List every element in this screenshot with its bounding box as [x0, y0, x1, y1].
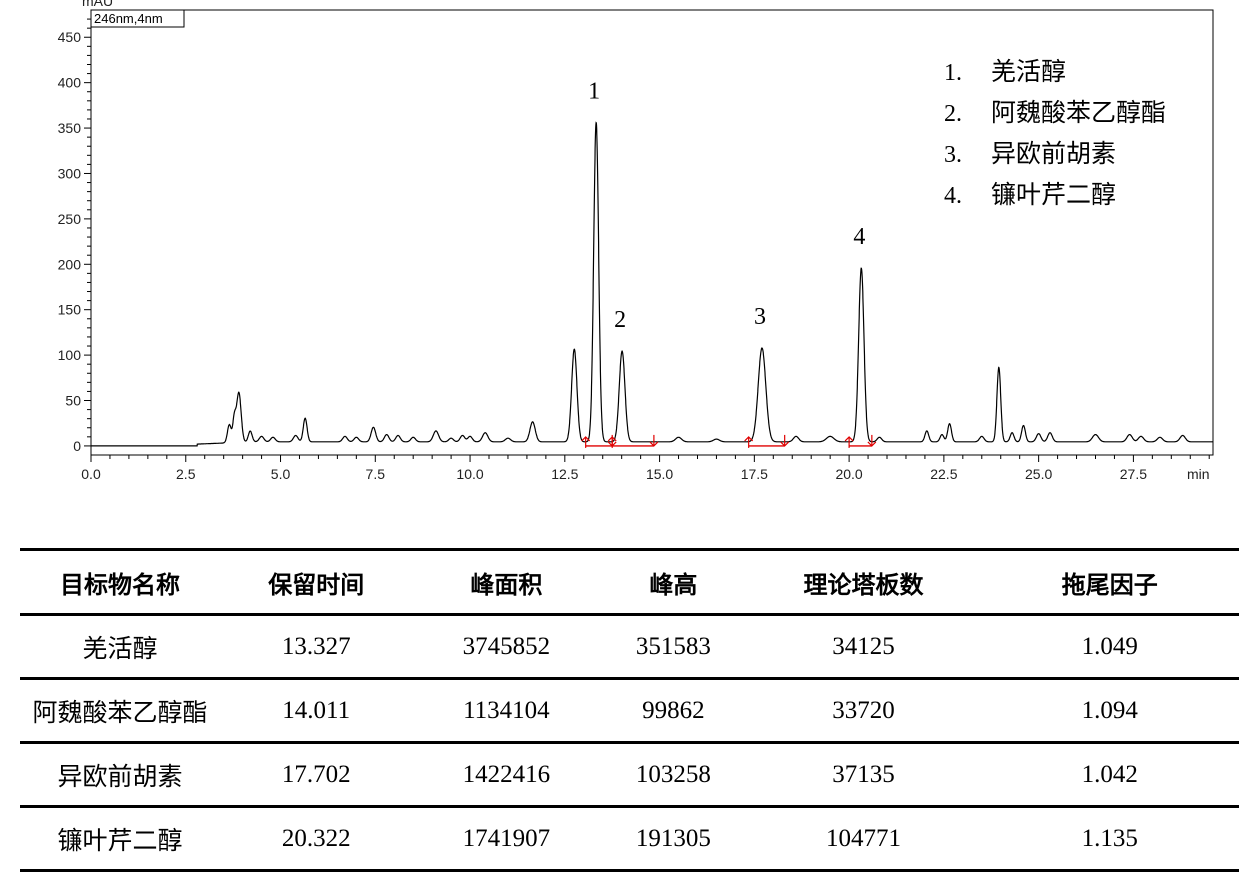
- cell-tailing-factor: 1.042: [980, 742, 1239, 808]
- x-axis-ticks: 0.0 2.5 5.0 7.5 10.0 12.5 15.0 17.5 20.0 22.5 25.0…: [81, 455, 1210, 482]
- peak-label: 4: [853, 224, 865, 250]
- start-arrow-head: [844, 436, 854, 442]
- y-tick-label: 450: [58, 29, 82, 45]
- cell-peak-area: 1741907: [412, 806, 601, 872]
- x-tick-label: 27.5: [1120, 466, 1147, 482]
- header-peak-area: 峰面积: [412, 548, 601, 616]
- chart-axes: [90, 9, 1214, 456]
- x-tick-label: 22.5: [930, 466, 957, 482]
- y-tick-label: 150: [58, 302, 82, 318]
- legend-number: 3.: [944, 142, 962, 168]
- table-row: 阿魏酸苯乙醇酯 14.011 1134104 99862 33720 1.094: [20, 678, 1239, 744]
- cell-peak-area: 1422416: [412, 742, 601, 808]
- chromatogram-chart: 0.0 2.5 5.0 7.5 10.0 12.5 15.0 17.5 20.0 22.5 25.0…: [58, 0, 1214, 482]
- x-tick-label: 17.5: [741, 466, 768, 482]
- cell-plate-number: 34125: [746, 614, 981, 680]
- detector-label-box: 246nm,4nm: [90, 9, 185, 28]
- cell-plate-number: 33720: [746, 678, 981, 744]
- x-tick-label: 12.5: [551, 466, 578, 482]
- trace-line: [91, 121, 1213, 447]
- peak-label: 1: [588, 79, 600, 105]
- cell-compound-name: 镰叶芹二醇: [20, 806, 220, 872]
- cell-peak-height: 191305: [600, 806, 747, 872]
- cell-retention-time: 13.327: [219, 614, 413, 680]
- cell-plate-number: 104771: [746, 806, 981, 872]
- cell-tailing-factor: 1.094: [980, 678, 1239, 744]
- x-tick-label: 2.5: [176, 466, 196, 482]
- chromatogram-trace: [91, 121, 1213, 447]
- x-tick-label: 15.0: [646, 466, 673, 482]
- y-tick-label: 350: [58, 120, 82, 136]
- table-row: 羌活醇 13.327 3745852 351583 34125 1.049: [20, 614, 1239, 680]
- legend-compound-name: 阿魏酸苯乙醇酯: [991, 98, 1166, 127]
- chart-legend: 1. 羌活醇 2. 阿魏酸苯乙醇酯 3. 异欧前胡素 4. 镰叶芹二醇: [944, 57, 1166, 209]
- x-tick-label: 10.0: [456, 466, 483, 482]
- baseline-marker: [844, 434, 877, 448]
- cell-peak-height: 103258: [600, 742, 747, 808]
- cell-peak-area: 1134104: [412, 678, 601, 744]
- table-row: 镰叶芹二醇 20.322 1741907 191305 104771 1.135: [20, 806, 1239, 872]
- peak-labels: 1 2 3 4: [588, 79, 865, 334]
- y-unit-label: mAU: [82, 0, 113, 9]
- plot-frame: [90, 9, 1214, 456]
- x-unit-label: min: [1187, 466, 1210, 482]
- header-compound-name: 目标物名称: [20, 548, 220, 616]
- start-arrow-head: [581, 436, 591, 442]
- end-arrow-head: [867, 441, 877, 447]
- cell-tailing-factor: 1.049: [980, 614, 1239, 680]
- peak-label: 3: [754, 304, 766, 330]
- cell-retention-time: 14.011: [219, 678, 413, 744]
- cell-retention-time: 17.702: [219, 742, 413, 808]
- start-arrow-head: [607, 436, 617, 442]
- legend-compound-name: 羌活醇: [991, 57, 1066, 86]
- y-tick-label: 400: [58, 75, 82, 91]
- cell-peak-height: 99862: [600, 678, 747, 744]
- results-table: 目标物名称 保留时间 峰面积 峰高 理论塔板数 拖尾因子 羌活醇 13.327 …: [20, 548, 1239, 872]
- y-axis-ticks: 0 50 100 150 200 250 300 350 400 450: [58, 18, 91, 454]
- cell-peak-height: 351583: [600, 614, 747, 680]
- y-tick-label: 0: [73, 438, 81, 454]
- baseline-marker: [744, 434, 790, 448]
- x-tick-label: 0.0: [81, 466, 101, 482]
- table-header-row: 目标物名称 保留时间 峰面积 峰高 理论塔板数 拖尾因子: [20, 548, 1239, 616]
- end-arrow-head: [649, 441, 659, 447]
- header-tailing-factor: 拖尾因子: [980, 548, 1239, 616]
- x-tick-label: 5.0: [271, 466, 291, 482]
- detector-label: 246nm,4nm: [94, 11, 163, 26]
- cell-tailing-factor: 1.135: [980, 806, 1239, 872]
- header-retention-time: 保留时间: [219, 548, 413, 616]
- y-tick-label: 200: [58, 256, 82, 272]
- y-tick-label: 250: [58, 211, 82, 227]
- y-tick-label: 100: [58, 347, 82, 363]
- cell-compound-name: 异欧前胡素: [20, 742, 220, 808]
- cell-compound-name: 阿魏酸苯乙醇酯: [20, 678, 220, 744]
- table-row: 异欧前胡素 17.702 1422416 103258 37135 1.042: [20, 742, 1239, 808]
- cell-plate-number: 37135: [746, 742, 981, 808]
- cell-compound-name: 羌活醇: [20, 614, 220, 680]
- legend-compound-name: 镰叶芹二醇: [991, 180, 1116, 209]
- header-plate-number: 理论塔板数: [746, 548, 981, 616]
- x-tick-label: 7.5: [366, 466, 386, 482]
- header-peak-height: 峰高: [600, 548, 747, 616]
- legend-number: 4.: [944, 183, 962, 209]
- integration-markers: [581, 434, 877, 448]
- x-tick-label: 25.0: [1025, 466, 1052, 482]
- x-tick-label: 20.0: [835, 466, 862, 482]
- y-tick-label: 50: [65, 393, 81, 409]
- cell-peak-area: 3745852: [412, 614, 601, 680]
- start-arrow-head: [744, 436, 754, 442]
- end-arrow-head: [780, 441, 790, 447]
- legend-compound-name: 异欧前胡素: [991, 139, 1116, 168]
- legend-number: 1.: [944, 60, 962, 86]
- peak-label: 2: [614, 307, 626, 333]
- cell-retention-time: 20.322: [219, 806, 413, 872]
- y-tick-label: 300: [58, 165, 82, 181]
- legend-number: 2.: [944, 101, 962, 127]
- baseline-marker: [607, 434, 659, 448]
